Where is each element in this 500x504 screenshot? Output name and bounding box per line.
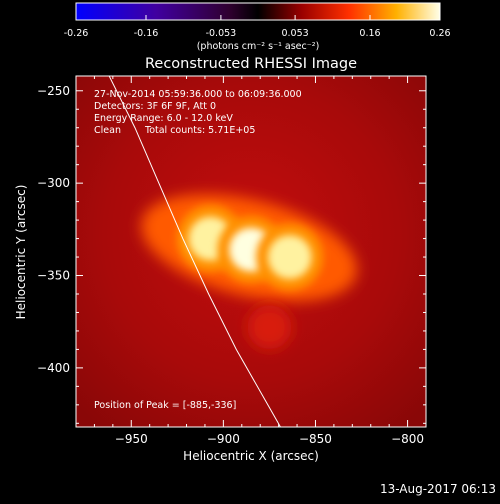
x-axis-ticks: −950 −900 −850 −800 — [93, 76, 427, 446]
annotation-peak: Position of Peak = [-885,-336] — [94, 400, 236, 411]
colorbar-tick-label: 0.26 — [429, 28, 450, 39]
colorbar-tick-label: 0.16 — [359, 28, 380, 39]
x-tick-label: −900 — [207, 432, 240, 446]
annotation-method: Clean — [94, 125, 121, 136]
annotation-time: 27-Nov-2014 05:59:36.000 to 06:09:36.000 — [94, 89, 302, 100]
source-faint — [247, 305, 292, 350]
colorbar-tick-label: 0.053 — [281, 28, 308, 39]
y-tick-label: −300 — [37, 176, 70, 190]
chart-title: Reconstructed RHESSI Image — [145, 56, 357, 72]
plot-frame — [75, 75, 427, 428]
heatmap-image — [76, 76, 426, 427]
emission-sources — [141, 194, 358, 350]
colorbar-tick-label: -0.26 — [64, 28, 89, 39]
solar-limb-curve — [108, 76, 281, 427]
y-tick-label: −250 — [37, 84, 70, 98]
annotation-detectors: Detectors: 3F 6F 9F, Att 0 — [94, 101, 216, 112]
annotation-counts: Total counts: 5.71E+05 — [144, 125, 255, 136]
y-tick-label: −400 — [37, 361, 70, 375]
x-axis-label: Heliocentric X (arcsec) — [183, 449, 319, 463]
footer-timestamp: 13-Aug-2017 06:13 — [380, 482, 496, 496]
colorbar — [75, 2, 441, 21]
x-tick-label: −950 — [115, 432, 148, 446]
annotation-energy: Energy Range: 6.0 - 12.0 keV — [94, 113, 233, 124]
colorbar-tick-label: -0.16 — [134, 28, 159, 39]
y-tick-label: −350 — [37, 269, 70, 283]
colorbar-unit-label: (photons cm⁻² s⁻¹ asec⁻²) — [197, 41, 320, 52]
x-tick-label: −850 — [299, 432, 332, 446]
colorbar-ticks: -0.26 -0.16 -0.053 0.053 0.16 0.26 — [64, 15, 451, 39]
x-tick-label: −800 — [391, 432, 424, 446]
y-axis-ticks: −250 −300 −350 −400 — [37, 84, 426, 424]
y-axis-label: Heliocentric Y (arcsec) — [14, 185, 28, 320]
source-core — [267, 235, 312, 279]
colorbar-tick-label: -0.053 — [206, 28, 237, 39]
